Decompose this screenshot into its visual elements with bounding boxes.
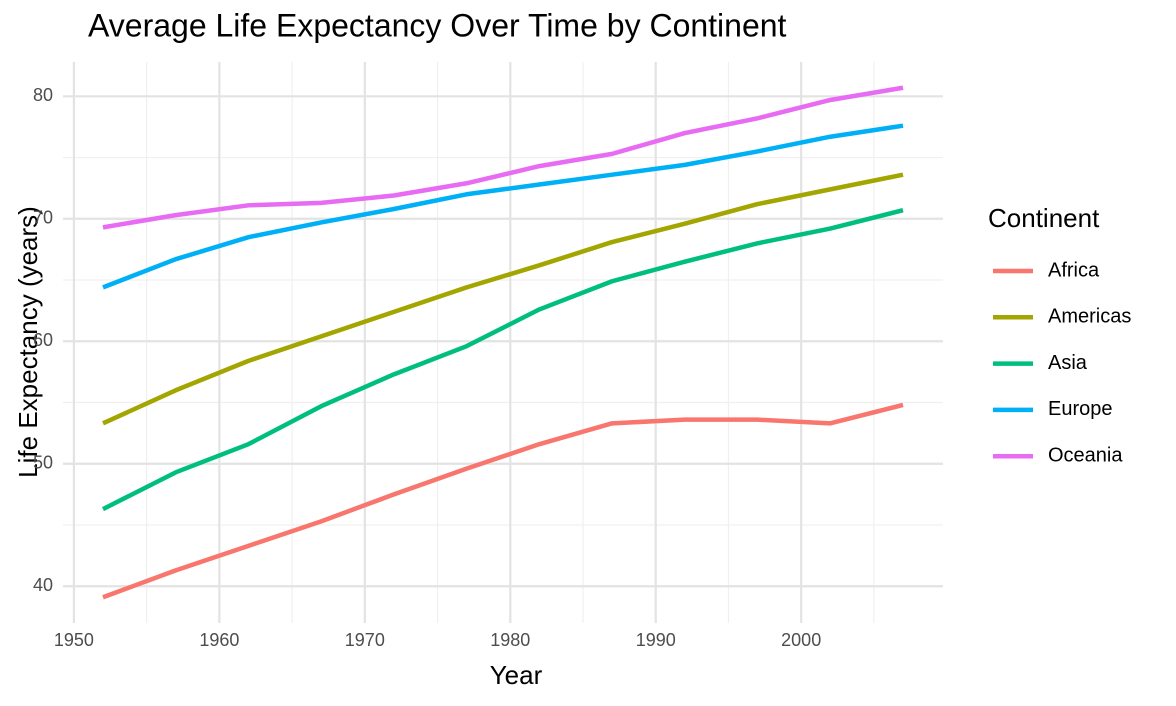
x-tick-label: 1990 [636, 630, 676, 650]
legend-label: Europe [1048, 398, 1113, 420]
x-tick-label: 1950 [54, 630, 94, 650]
x-tick-label: 1960 [199, 630, 239, 650]
y-tick-label: 50 [33, 453, 53, 473]
x-tick-label: 1980 [490, 630, 530, 650]
x-axis-label: Year [490, 660, 543, 690]
y-tick-label: 70 [33, 208, 53, 228]
x-tick-label: 2000 [781, 630, 821, 650]
y-tick-label: 80 [33, 85, 53, 105]
y-tick-label: 40 [33, 575, 53, 595]
x-tick-label: 1970 [345, 630, 385, 650]
y-axis-label: Life Expectancy (years) [13, 206, 43, 478]
legend-title: Continent [988, 203, 1100, 233]
line [102, 123, 904, 290]
legend-label: Asia [1048, 352, 1088, 374]
line [102, 85, 904, 230]
legend-label: Africa [1048, 259, 1100, 281]
line [102, 402, 904, 600]
line [102, 172, 904, 426]
legend-label: Americas [1048, 306, 1131, 328]
y-tick-label: 60 [33, 330, 53, 350]
chart-title: Average Life Expectancy Over Time by Con… [88, 7, 787, 43]
legend-label: Oceania [1048, 444, 1123, 466]
line [101, 208, 904, 512]
